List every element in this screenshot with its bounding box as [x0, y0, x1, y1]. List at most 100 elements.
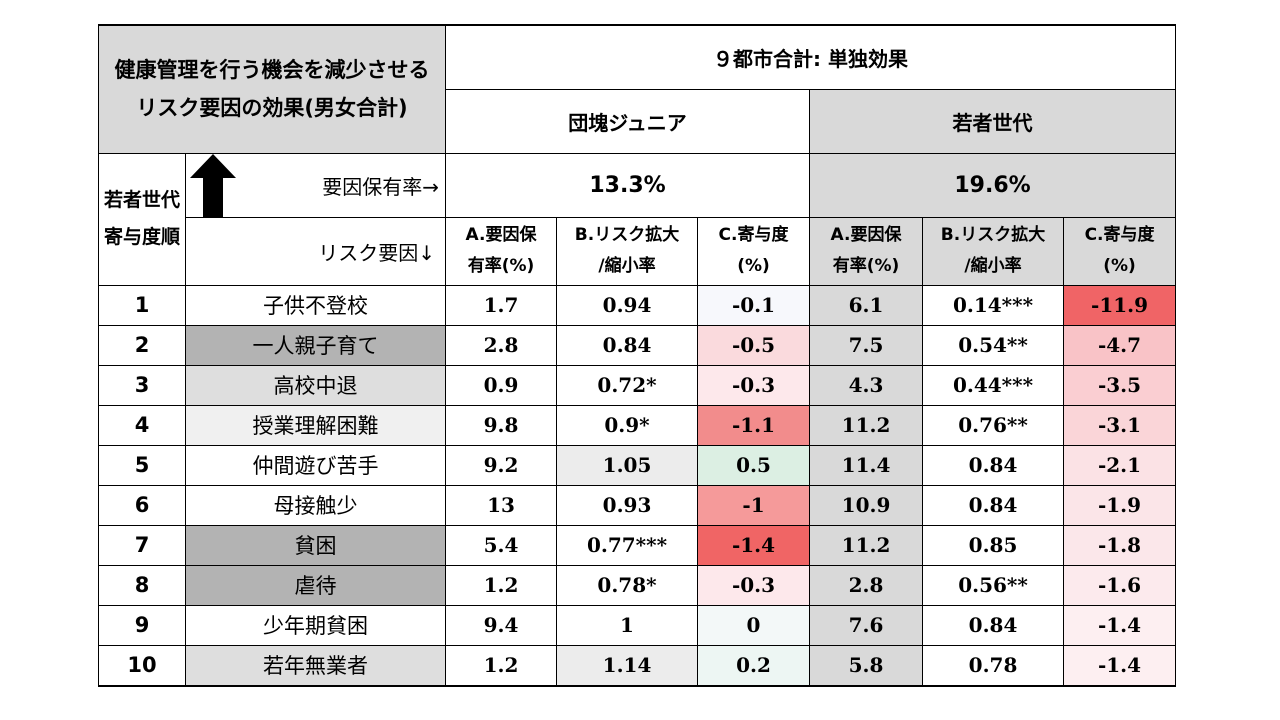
group2-risk-ratio-cell: 0.44*** — [922, 364, 1065, 406]
col-b-header-group2: B.リスク拡大/縮小率 — [922, 216, 1065, 286]
main-header: ９都市合計: 単独効果 — [445, 24, 1177, 90]
group1-risk-ratio-cell: 0.78* — [556, 564, 699, 606]
rank-cell: 10 — [98, 644, 186, 687]
factor-name-cell: 母接触少 — [184, 484, 447, 526]
group2-risk-ratio-cell: 0.84 — [922, 604, 1065, 646]
group2-rate-cell: 11.2 — [809, 524, 924, 566]
group1-contribution-cell: -1.1 — [697, 404, 811, 446]
group2-contribution-cell: -1.6 — [1063, 564, 1177, 606]
group2-risk-ratio-cell: 0.84 — [922, 444, 1065, 486]
rank-cell: 6 — [98, 484, 186, 526]
table-row: 2 一人親子育て 2.8 0.84 -0.5 7.5 0.54** -4.7 — [98, 324, 1177, 366]
rate-value-group1: 13.3% — [445, 152, 811, 218]
group2-risk-ratio-cell: 0.85 — [922, 524, 1065, 566]
group-header-dankai-junior: 団塊ジュニア — [445, 88, 811, 154]
risk-factor-label: リスク要因↓ — [184, 216, 447, 286]
factor-name-cell: 少年期貧困 — [184, 604, 447, 646]
factor-rate-label-text: 要因保有率→ — [322, 174, 440, 199]
group1-risk-ratio-cell: 0.94 — [556, 284, 699, 326]
table-title: 健康管理を行う機会を減少させるリスク要因の効果(男女合計) — [97, 24, 447, 154]
group1-risk-ratio-cell: 0.84 — [556, 324, 699, 366]
group1-rate-cell: 13 — [445, 484, 558, 526]
group2-rate-cell: 10.9 — [809, 484, 924, 526]
factor-name-cell: 高校中退 — [184, 364, 447, 406]
factor-name-cell: 一人親子育て — [184, 324, 447, 366]
rank-cell: 9 — [98, 604, 186, 646]
factor-name-cell: 若年無業者 — [184, 644, 447, 687]
col-c-header-group2: C.寄与度 (%) — [1063, 216, 1177, 286]
group2-contribution-cell: -1.4 — [1063, 644, 1177, 687]
table-row: 6 母接触少 13 0.93 -1 10.9 0.84 -1.9 — [98, 484, 1177, 526]
group1-risk-ratio-cell: 1.14 — [556, 644, 699, 687]
table-row: 3 高校中退 0.9 0.72* -0.3 4.3 0.44*** -3.5 — [98, 364, 1177, 406]
table-row: 7 貧困 5.4 0.77*** -1.4 11.2 0.85 -1.8 — [98, 524, 1177, 566]
group1-rate-cell: 9.8 — [445, 404, 558, 446]
group2-risk-ratio-cell: 0.14*** — [922, 284, 1065, 326]
table-row: 4 授業理解困難 9.8 0.9* -1.1 11.2 0.76** -3.1 — [98, 404, 1177, 446]
risk-factor-table: 健康管理を行う機会を減少させるリスク要因の効果(男女合計) ９都市合計: 単独効… — [97, 24, 1177, 687]
group1-rate-cell: 1.7 — [445, 284, 558, 326]
rank-cell: 2 — [98, 324, 186, 366]
col-a-header-group1: A.要因保 有率(%) — [445, 216, 558, 286]
group1-rate-cell: 9.2 — [445, 444, 558, 486]
group2-contribution-cell: -4.7 — [1063, 324, 1177, 366]
group1-contribution-cell: -0.5 — [697, 324, 811, 366]
table-row: 8 虐待 1.2 0.78* -0.3 2.8 0.56** -1.6 — [98, 564, 1177, 606]
group1-rate-cell: 1.2 — [445, 564, 558, 606]
group2-contribution-cell: -3.1 — [1063, 404, 1177, 446]
group1-risk-ratio-cell: 1 — [556, 604, 699, 646]
group2-risk-ratio-cell: 0.54** — [922, 324, 1065, 366]
rank-order-header: 若者世代寄与度順 — [98, 152, 186, 286]
group2-contribution-cell: -1.9 — [1063, 484, 1177, 526]
factor-name-cell: 仲間遊び苦手 — [184, 444, 447, 486]
rate-value-group2: 19.6% — [809, 152, 1177, 218]
rank-cell: 8 — [98, 564, 186, 606]
group2-rate-cell: 5.8 — [809, 644, 924, 687]
group2-rate-cell: 7.5 — [809, 324, 924, 366]
table-row: 5 仲間遊び苦手 9.2 1.05 0.5 11.4 0.84 -2.1 — [98, 444, 1177, 486]
col-c-header-group1: C.寄与度 (%) — [697, 216, 811, 286]
group1-rate-cell: 2.8 — [445, 324, 558, 366]
factor-name-cell: 貧困 — [184, 524, 447, 566]
group2-risk-ratio-cell: 0.78 — [922, 644, 1065, 687]
group1-contribution-cell: 0.2 — [697, 644, 811, 687]
rank-cell: 4 — [98, 404, 186, 446]
group2-contribution-cell: -3.5 — [1063, 364, 1177, 406]
group1-rate-cell: 5.4 — [445, 524, 558, 566]
group1-rate-cell: 1.2 — [445, 644, 558, 687]
group2-rate-cell: 4.3 — [809, 364, 924, 406]
col-b-header-group1: B.リスク拡大/縮小率 — [556, 216, 699, 286]
group1-contribution-cell: -0.1 — [697, 284, 811, 326]
table-row: 9 少年期貧困 9.4 1 0 7.6 0.84 -1.4 — [98, 604, 1177, 646]
group1-contribution-cell: -1.4 — [697, 524, 811, 566]
group2-rate-cell: 7.6 — [809, 604, 924, 646]
group1-contribution-cell: -0.3 — [697, 364, 811, 406]
group1-risk-ratio-cell: 0.93 — [556, 484, 699, 526]
group1-risk-ratio-cell: 0.9* — [556, 404, 699, 446]
rank-cell: 5 — [98, 444, 186, 486]
table-row: 1 子供不登校 1.7 0.94 -0.1 6.1 0.14*** -11.9 — [98, 284, 1177, 326]
table-row: 10 若年無業者 1.2 1.14 0.2 5.8 0.78 -1.4 — [98, 644, 1177, 687]
group-header-young-generation: 若者世代 — [809, 88, 1177, 154]
rank-cell: 1 — [98, 284, 186, 326]
group2-contribution-cell: -11.9 — [1063, 284, 1177, 326]
group2-rate-cell: 6.1 — [809, 284, 924, 326]
factor-name-cell: 子供不登校 — [184, 284, 447, 326]
group1-risk-ratio-cell: 0.72* — [556, 364, 699, 406]
group1-rate-cell: 9.4 — [445, 604, 558, 646]
group1-rate-cell: 0.9 — [445, 364, 558, 406]
group2-risk-ratio-cell: 0.76** — [922, 404, 1065, 446]
group2-rate-cell: 2.8 — [809, 564, 924, 606]
group2-contribution-cell: -1.4 — [1063, 604, 1177, 646]
up-arrow-icon — [190, 154, 236, 216]
factor-rate-label: 要因保有率→ — [184, 152, 447, 218]
group1-contribution-cell: 0 — [697, 604, 811, 646]
group2-rate-cell: 11.4 — [809, 444, 924, 486]
group2-risk-ratio-cell: 0.84 — [922, 484, 1065, 526]
group2-rate-cell: 11.2 — [809, 404, 924, 446]
group2-contribution-cell: -2.1 — [1063, 444, 1177, 486]
group2-contribution-cell: -1.8 — [1063, 524, 1177, 566]
group1-risk-ratio-cell: 0.77*** — [556, 524, 699, 566]
col-a-header-group2: A.要因保 有率(%) — [809, 216, 924, 286]
factor-name-cell: 授業理解困難 — [184, 404, 447, 446]
